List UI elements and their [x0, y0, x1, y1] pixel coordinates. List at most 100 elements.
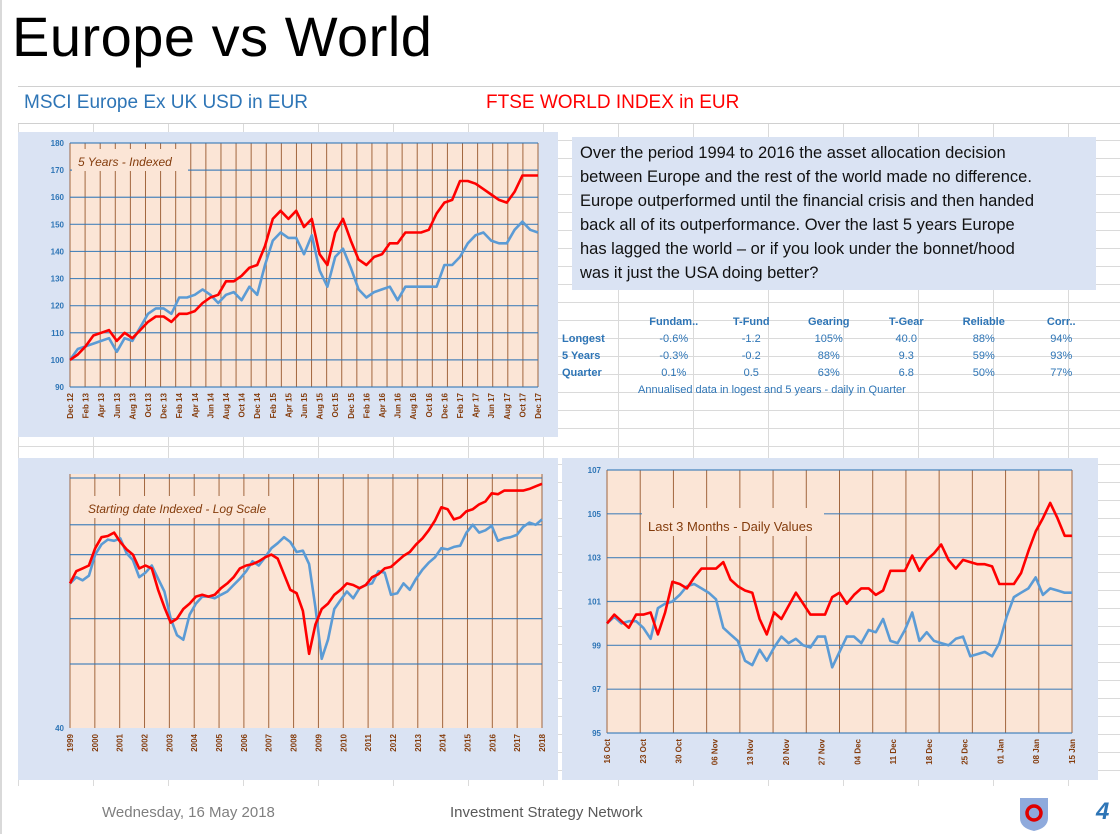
chart-panel-5-years: 90 100 110 120 130 140 150 160 170 180 Dec 12 Feb 1… [18, 132, 558, 437]
x-tick-label: 30 Oct [675, 739, 684, 764]
series-line-world [68, 482, 543, 656]
stats-row-label: Quarter [562, 366, 602, 379]
page-number: 4 [1096, 798, 1110, 825]
series-label-world: FTSE WORLD INDEX in EUR [486, 92, 740, 113]
stats-note: Annualised data in logest and 5 years - … [638, 383, 906, 396]
series-line-europe [69, 518, 543, 661]
x-tick-label: 2015 [463, 733, 472, 751]
x-tick-label: Feb 14 [175, 392, 184, 418]
x-tick-label: 13 Nov [746, 738, 755, 765]
commentary-line: Europe outperformed until the financial … [580, 192, 1035, 210]
x-tick-label: 20 Nov [782, 738, 791, 765]
y-tick-label: 150 [51, 220, 65, 229]
chart-title: Last 3 Months - Daily Values [648, 519, 813, 534]
y-tick-label: 97 [592, 685, 601, 694]
x-tick-label: 2002 [141, 733, 150, 751]
y-tick-label: 101 [588, 598, 602, 607]
stats-cell: -1.2 [741, 332, 761, 345]
x-tick-label: Aug 15 [316, 392, 325, 419]
chart-5-years-indexed: 90 100 110 120 130 140 150 160 170 180 Dec 12 Feb 1… [51, 139, 543, 420]
x-tick-label: Dec 16 [440, 392, 449, 418]
stats-header-cell: Reliable [962, 315, 1005, 328]
x-tick-label: 2003 [165, 733, 174, 751]
y-tick-label: 105 [588, 510, 602, 519]
x-tick-label: Dec 17 [534, 392, 543, 418]
x-tick-label: 23 Oct [639, 739, 648, 764]
stats-cell: 63% [817, 366, 840, 379]
y-tick-label: 95 [592, 729, 601, 738]
stats-cell: 88% [972, 332, 995, 345]
stats-cell: -0.6% [659, 332, 689, 345]
stats-header-cell: Gearing [807, 315, 850, 328]
x-tick-label: 2011 [364, 733, 373, 751]
stats-row: Longest -0.6% -1.2 105% 40.0 88% 94% [560, 330, 1100, 347]
series-line-world [69, 174, 538, 361]
x-tick-label: Aug 16 [409, 392, 418, 419]
y-tick-label: 160 [51, 193, 65, 202]
y-tick-label: 180 [51, 139, 65, 148]
x-tick-label: Jun 16 [394, 392, 403, 418]
x-tick-label: 25 Dec [961, 738, 970, 764]
chart-title-box [642, 508, 824, 536]
stats-cell: 77% [1050, 366, 1073, 379]
x-tick-label: 06 Nov [710, 738, 719, 765]
plot-area [70, 143, 538, 387]
x-tick-label: Dec 14 [253, 392, 262, 418]
x-tick-label: 2006 [240, 733, 249, 751]
x-tick-label: Aug 13 [128, 392, 137, 419]
stats-header-cell [560, 313, 635, 330]
stats-table: Fundam.. T-Fund Gearing T-Gear Reliable … [560, 313, 1100, 398]
y-tick-label: 170 [51, 166, 65, 175]
footer-organization: Investment Strategy Network [450, 804, 643, 821]
x-tick-label: Dec 15 [347, 392, 356, 418]
x-tick-label: 2017 [513, 733, 522, 751]
x-tick-label: Feb 17 [456, 392, 465, 418]
x-tick-label: Apr 17 [472, 392, 481, 417]
x-tick-label: 2013 [414, 733, 423, 751]
x-tick-label: Jun 17 [487, 392, 496, 418]
x-tick-label: Dec 12 [66, 392, 75, 418]
x-tick-label: 2001 [116, 733, 125, 751]
x-tick-label: 11 Dec [889, 738, 898, 764]
stats-cell: -0.3% [659, 349, 689, 362]
series-line-europe [606, 576, 1072, 669]
x-tick-label: 2016 [488, 733, 497, 751]
y-tick-label: 140 [51, 247, 65, 256]
x-tick-label: Feb 16 [362, 392, 371, 418]
x-tick-label: 2012 [389, 733, 398, 751]
chart-panel-3-months: 95 97 99 101 103 105 107 16 Oct 23 Oct 30 Oct 06 N… [562, 458, 1098, 780]
y-tick-label: 100 [51, 356, 65, 365]
x-tick-label: 18 Dec [925, 738, 934, 764]
commentary-line: Over the period 1994 to 2016 the asset a… [580, 144, 1006, 162]
series-label-europe: MSCI Europe Ex UK USD in EUR [24, 92, 309, 113]
chart-panel-log-scale: 40 1999 2000 2001 2002 2003 2004 2005 2006 2007 20… [18, 458, 558, 780]
x-tick-label: 2014 [439, 733, 448, 751]
x-tick-label: Apr 13 [97, 392, 106, 417]
x-tick-label: 2004 [190, 733, 199, 751]
x-tick-label: Oct 15 [331, 392, 340, 417]
page-title: Europe vs World [12, 5, 433, 68]
x-tick-label: 01 Jan [996, 739, 1005, 764]
x-tick-label: Oct 13 [144, 392, 153, 417]
x-tick-label: Jun 15 [300, 392, 309, 418]
commentary-box: Over the period 1994 to 2016 the asset a… [572, 137, 1096, 290]
stats-cell: 88% [817, 349, 840, 362]
commentary-line: back all of its outperformance. Over the… [580, 216, 1015, 234]
footer-date: Wednesday, 16 May 2018 [102, 804, 275, 821]
x-tick-label: Apr 16 [378, 392, 387, 417]
x-tick-label: Dec 13 [160, 392, 169, 418]
shield-logo-icon [1018, 796, 1050, 832]
stats-row-label: Longest [562, 332, 605, 345]
stats-cell: 6.8 [898, 366, 914, 379]
series-line-europe [68, 220, 539, 361]
x-tick-label: 2008 [290, 733, 299, 751]
x-tick-label: 1999 [66, 733, 75, 751]
x-tick-label: 2000 [91, 733, 100, 751]
x-tick-label: 2009 [314, 733, 323, 751]
x-tick-label: 08 Jan [1032, 739, 1041, 764]
stats-row: 5 Years -0.3% -0.2 88% 9.3 59% 93% [560, 347, 1100, 364]
stats-cell: 105% [814, 332, 843, 345]
stats-cell: 93% [1050, 349, 1073, 362]
stats-header-row: Fundam.. T-Fund Gearing T-Gear Reliable … [560, 313, 1100, 330]
